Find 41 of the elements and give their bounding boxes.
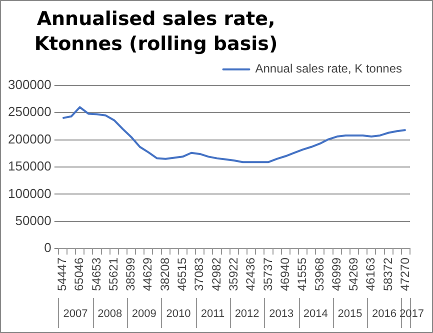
x-tick-label: 42982 — [209, 257, 224, 292]
y-tick-label: 200000 — [8, 131, 52, 146]
text: 2016 — [372, 308, 397, 320]
y-tick-label: 50000 — [15, 213, 52, 228]
x-tick-label: 37083 — [192, 257, 206, 292]
chart-title: Annualised sales rate, Ktonnes (rolling basis) — [33, 7, 279, 57]
text: 2015 — [338, 308, 362, 320]
text: 2007 — [63, 308, 88, 320]
x-tick-label: 47270 — [398, 257, 412, 292]
text: 2010 — [166, 308, 191, 320]
x-tick-label: 42436 — [244, 257, 258, 292]
x-tick-label: 46163 — [364, 257, 378, 292]
x-tick-label: 54269 — [346, 257, 361, 292]
text: 2013 — [269, 308, 294, 320]
x-tick-label: 46999 — [329, 257, 344, 292]
x-tick-label: 35922 — [226, 257, 240, 292]
x-tick-label: 54653 — [89, 257, 104, 292]
x-tick-label: 46515 — [175, 257, 190, 292]
text: 2008 — [98, 308, 122, 320]
y-tick-label: 300000 — [8, 76, 52, 92]
x-tick-label: 65046 — [72, 257, 86, 292]
text: 2017 — [400, 308, 424, 320]
x-tick-label: 53968 — [312, 257, 326, 292]
x-tick-label: 38208 — [158, 257, 172, 292]
text: 2009 — [132, 308, 156, 320]
x-tick-label: 41555 — [295, 257, 310, 292]
text: 2014 — [303, 308, 328, 320]
x-tick-label: 38599 — [124, 257, 138, 292]
y-tick-label: 100000 — [8, 186, 52, 201]
y-tick-label: 150000 — [8, 158, 52, 174]
x-tick-label: 55621 — [106, 257, 120, 292]
x-tick-label: 58372 — [380, 257, 395, 292]
legend-label: Annual sales rate, K tonnes — [255, 62, 402, 76]
text: 2011 — [200, 308, 225, 320]
y-tick-label: 0 — [44, 240, 52, 256]
y-tick-label: 250000 — [8, 104, 52, 120]
x-tick-label: 54447 — [54, 257, 69, 292]
x-tick-label: 44629 — [140, 257, 155, 292]
text: 2012 — [234, 308, 260, 320]
x-tick-label: 46940 — [278, 257, 292, 292]
x-tick-label: 35737 — [260, 257, 275, 292]
